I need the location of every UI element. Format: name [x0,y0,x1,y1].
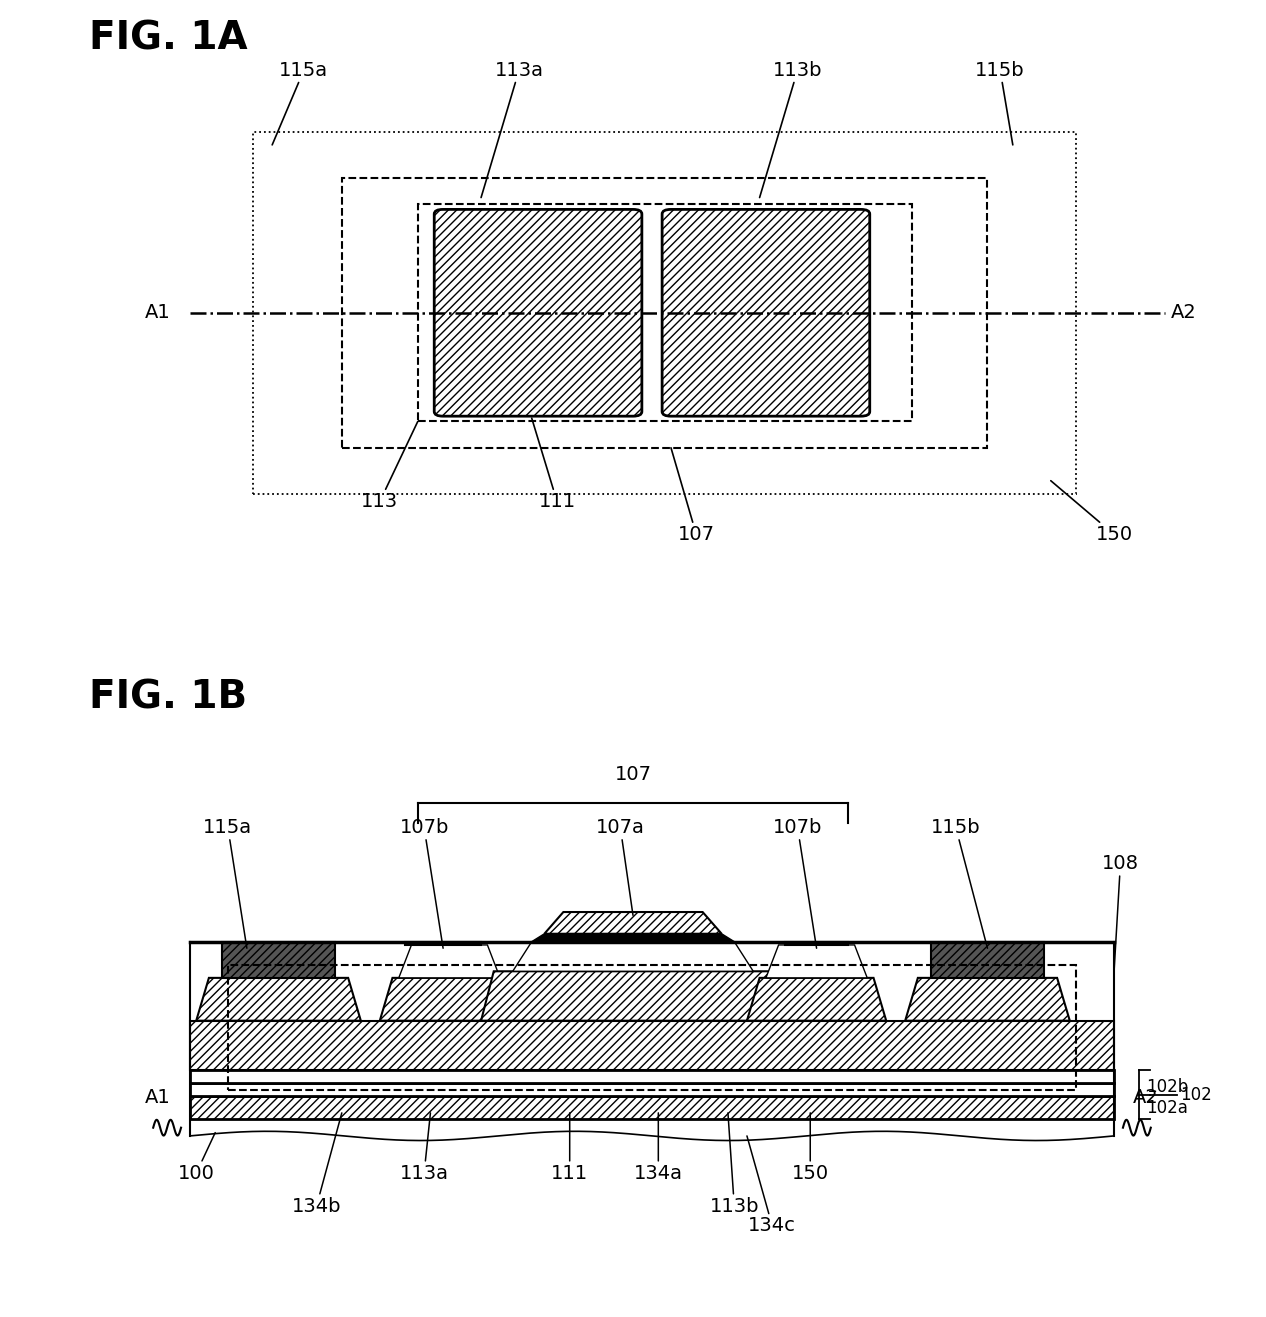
Text: 113b: 113b [709,1113,760,1216]
Polygon shape [196,977,361,1021]
Text: A2: A2 [1133,1088,1158,1108]
Polygon shape [190,1069,1114,1083]
Polygon shape [190,1096,1114,1119]
Text: 107b: 107b [399,818,449,948]
Text: 102a: 102a [1146,1100,1188,1117]
Text: 134c: 134c [747,1135,796,1235]
Text: 115a: 115a [204,818,252,948]
Text: 113a: 113a [481,61,543,198]
Polygon shape [544,911,722,934]
Text: 150: 150 [791,1113,829,1183]
Text: 115a: 115a [272,61,328,145]
Text: A1: A1 [146,303,171,323]
Text: 107: 107 [671,448,715,544]
Polygon shape [190,1083,1114,1096]
Polygon shape [931,942,1044,977]
Polygon shape [399,944,500,977]
Text: 107a: 107a [596,818,644,915]
Text: FIG. 1A: FIG. 1A [89,20,247,58]
Polygon shape [481,972,785,1021]
Text: 111: 111 [532,419,576,511]
FancyBboxPatch shape [434,209,642,416]
Text: 134a: 134a [634,1113,682,1183]
Text: 115b: 115b [975,61,1025,145]
Text: 108: 108 [1101,855,1139,972]
Polygon shape [405,942,481,944]
FancyBboxPatch shape [662,209,870,416]
Polygon shape [747,977,886,1021]
Text: 113a: 113a [400,1113,448,1183]
Polygon shape [190,1021,1114,1069]
Polygon shape [222,942,335,977]
Text: 100: 100 [177,1133,215,1183]
Text: 134b: 134b [291,1113,342,1216]
Polygon shape [513,942,753,972]
Text: 113b: 113b [760,61,823,198]
Text: 102: 102 [1180,1085,1212,1104]
Polygon shape [766,944,867,977]
Polygon shape [532,934,734,942]
Text: A2: A2 [1171,303,1196,323]
Polygon shape [905,977,1070,1021]
Polygon shape [785,942,848,944]
Text: 150: 150 [1051,481,1133,544]
Text: A1: A1 [146,1088,171,1108]
Polygon shape [380,977,519,1021]
Text: 115b: 115b [931,818,987,948]
Text: 113: 113 [361,421,418,511]
Text: 107: 107 [614,765,652,784]
Text: 111: 111 [551,1113,589,1183]
Text: 107b: 107b [772,818,823,948]
Text: FIG. 1B: FIG. 1B [89,678,247,716]
Text: 102b: 102b [1146,1077,1188,1096]
